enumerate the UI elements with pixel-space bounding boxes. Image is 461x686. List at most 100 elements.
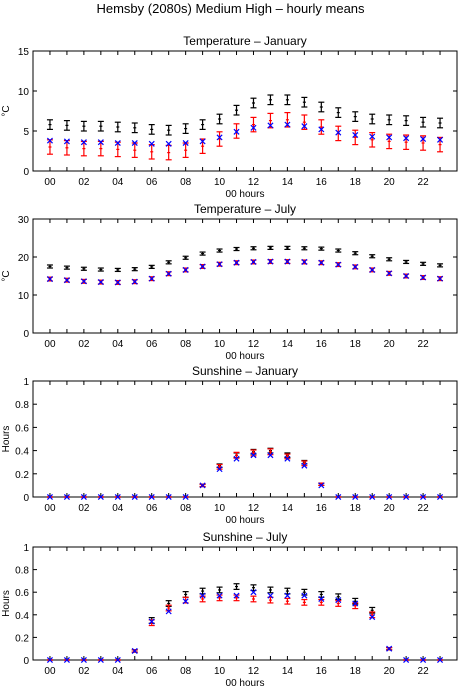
x-tick-label: 00 <box>44 177 56 188</box>
errorbar-point <box>403 134 410 150</box>
series-red <box>46 594 444 661</box>
y-tick-label: 10 <box>18 87 30 98</box>
x-marker-point <box>301 123 308 130</box>
x-tick-label: 18 <box>350 339 362 350</box>
x-marker-point <box>352 131 359 139</box>
errorbar-point <box>318 119 325 135</box>
y-tick-label: 0 <box>23 493 29 504</box>
x-marker-point <box>369 614 376 621</box>
errorbar-point <box>63 119 70 131</box>
errorbar-point <box>386 257 393 262</box>
x-marker-point <box>335 597 342 604</box>
errorbar-point <box>80 120 87 132</box>
x-marker-point <box>216 466 223 473</box>
x-tick-label: 02 <box>78 503 90 514</box>
errorbar-point <box>284 597 291 605</box>
x-tick-label: 18 <box>350 177 362 188</box>
errorbar-point <box>420 116 427 128</box>
x-tick-label: 10 <box>214 177 226 188</box>
axes-frame <box>32 546 458 661</box>
errorbar-point <box>318 101 325 113</box>
x-tick-label: 02 <box>78 666 90 677</box>
x-marker-point <box>63 656 70 664</box>
errorbar-point <box>165 260 172 265</box>
x-marker-point <box>369 266 376 273</box>
x-axis-label: 00 hours <box>226 189 265 200</box>
x-marker-point <box>165 608 172 615</box>
x-marker-point <box>284 258 291 265</box>
errorbar-point <box>284 245 291 250</box>
errorbar-point <box>216 113 223 125</box>
errorbar-point <box>233 583 240 590</box>
x-tick-label: 14 <box>282 503 294 514</box>
x-tick-label: 00 <box>44 339 56 350</box>
x-tick-label: 00 <box>44 503 56 514</box>
x-marker-point <box>80 139 87 146</box>
x-marker-point <box>403 272 410 280</box>
errorbar-point <box>386 114 393 126</box>
errorbar-point <box>284 94 291 106</box>
x-tick-label: 08 <box>180 339 192 350</box>
errorbar-point <box>386 133 393 150</box>
x-marker-point <box>403 656 410 664</box>
errorbar-point <box>165 124 172 136</box>
x-marker-point <box>148 275 155 282</box>
errorbar-point <box>267 245 274 250</box>
series-blue <box>46 258 444 286</box>
x-marker-point <box>97 139 104 146</box>
x-tick-label: 18 <box>350 666 362 677</box>
x-marker-point <box>386 493 393 501</box>
x-marker-point <box>148 140 155 147</box>
x-marker-point <box>148 493 155 501</box>
x-tick-label: 08 <box>180 666 192 677</box>
errorbar-point <box>250 246 257 251</box>
errorbar-point <box>250 97 257 109</box>
x-marker-point <box>46 137 53 144</box>
y-tick-label: 15 <box>18 47 30 58</box>
x-marker-point <box>63 138 70 145</box>
x-marker-point <box>437 136 444 143</box>
series-black <box>46 447 444 498</box>
series-red <box>46 448 444 498</box>
x-marker-point <box>46 276 53 283</box>
x-axis-label: 00 hours <box>226 678 265 686</box>
errorbar-point <box>233 246 240 252</box>
errorbar-point <box>250 116 257 133</box>
x-marker-point <box>97 279 104 286</box>
y-axis-label: °C <box>1 105 12 116</box>
x-marker-point <box>369 493 376 501</box>
chart-panel-3: Sunshine – January 0 0.2 0.4 0.6 0.8 1 00 02 04 06… <box>1 364 458 526</box>
errorbar-point <box>131 267 138 272</box>
x-tick-label: 04 <box>112 177 124 188</box>
x-marker-point <box>216 134 223 141</box>
x-tick-label: 20 <box>384 339 396 350</box>
panel-title: Temperature – July <box>194 202 296 216</box>
x-marker-point <box>420 656 427 664</box>
x-marker-point <box>284 455 291 462</box>
errorbar-point <box>114 121 121 133</box>
errorbar-point <box>267 94 274 106</box>
x-tick-label: 22 <box>418 666 430 677</box>
x-marker-point <box>301 592 308 599</box>
errorbar-point <box>199 119 206 130</box>
x-marker-point <box>182 139 189 147</box>
y-tick-label: 20 <box>18 253 30 264</box>
x-marker-point <box>63 493 70 501</box>
errorbar-point <box>63 140 70 156</box>
x-tick-label: 22 <box>418 503 430 514</box>
y-tick-label: 0.8 <box>15 400 29 411</box>
x-tick-label: 10 <box>214 503 226 514</box>
errorbar-point <box>97 120 104 132</box>
x-marker-point <box>267 592 274 599</box>
x-marker-point <box>301 258 308 265</box>
x-marker-point <box>420 274 427 281</box>
x-marker-point <box>148 618 155 625</box>
errorbar-point <box>46 264 53 269</box>
errorbar-point <box>335 248 342 253</box>
x-marker-point <box>335 493 342 501</box>
x-marker-point <box>233 259 240 266</box>
x-tick-label: 04 <box>112 666 124 677</box>
x-marker-point <box>165 140 172 147</box>
errorbar-point <box>182 142 189 158</box>
chart-panel-2: Temperature – July 0 10 20 30 00 02 04 06 08 10 12 1… <box>1 202 458 362</box>
